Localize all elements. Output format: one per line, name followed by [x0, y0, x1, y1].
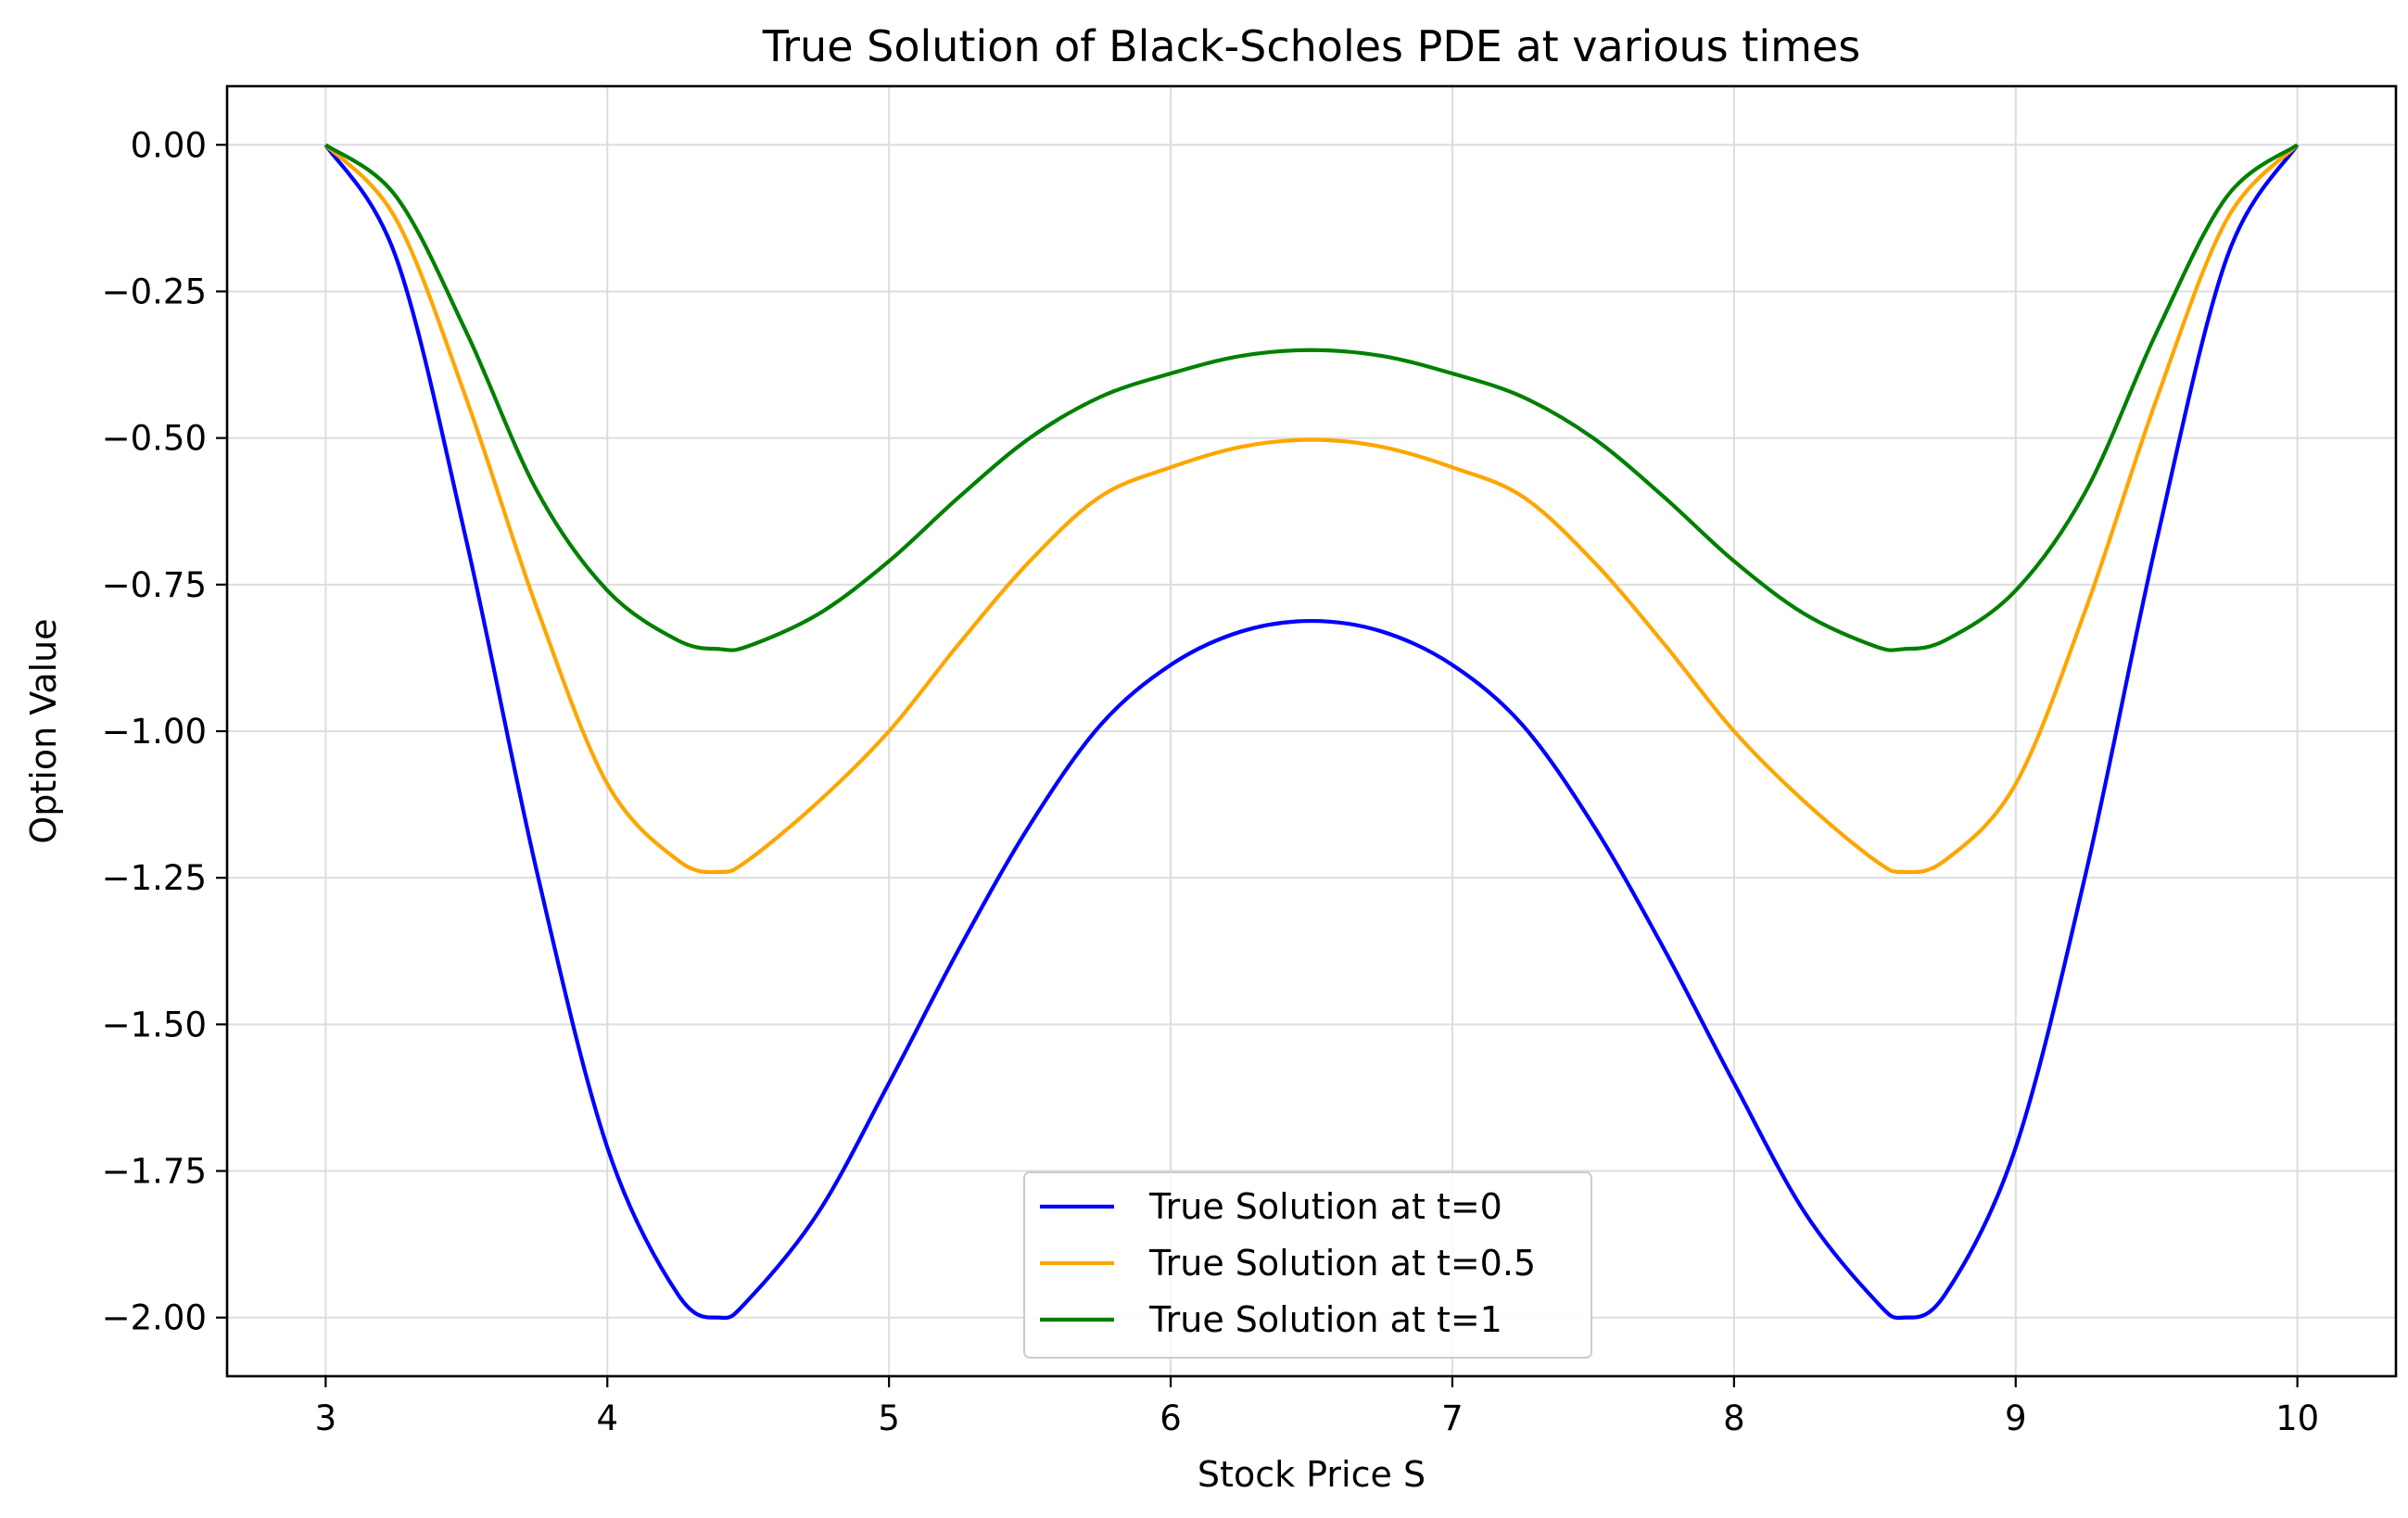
axis-ticks: 3 4 5 6 7 8 9 10 0.00 −0.25 −0.50 −0.75 −1.00 −1.25 −1… — [102, 125, 2320, 1438]
x-tick-label: 4 — [596, 1398, 618, 1438]
x-tick-label: 10 — [2275, 1398, 2319, 1438]
legend-label: True Solution at t=1 — [1148, 1299, 1502, 1340]
legend-label: True Solution at t=0.5 — [1148, 1243, 1536, 1284]
y-tick-label: −1.00 — [102, 712, 207, 752]
legend: True Solution at t=0 True Solution at t=0… — [1023, 1171, 1592, 1359]
y-tick-label: −0.25 — [102, 272, 207, 311]
legend-box — [1023, 1171, 1592, 1359]
series-line-1 — [323, 144, 2300, 1321]
y-tick-label: −1.25 — [102, 858, 207, 898]
legend-label: True Solution at t=0 — [1148, 1186, 1502, 1227]
y-tick-label: −1.75 — [102, 1152, 207, 1192]
series-lines — [323, 143, 2300, 1321]
x-axis-label: Stock Price S — [1198, 1454, 1426, 1495]
y-tick-label: 0.00 — [131, 125, 207, 165]
y-tick-label: −0.50 — [102, 419, 207, 459]
x-tick-label: 6 — [1160, 1398, 1182, 1438]
y-tick-label: −1.50 — [102, 1005, 207, 1044]
y-axis-label: Option Value — [23, 618, 64, 843]
series-line-2 — [323, 143, 2300, 875]
y-tick-label: −0.75 — [102, 565, 207, 605]
series-line-3 — [324, 143, 2299, 652]
y-tick-label: −2.00 — [102, 1298, 207, 1338]
x-tick-label: 7 — [1441, 1398, 1464, 1438]
x-tick-label: 3 — [315, 1398, 337, 1438]
chart-title: True Solution of Black-Scholes PDE at va… — [762, 21, 1860, 71]
x-tick-label: 5 — [878, 1398, 900, 1438]
x-tick-label: 9 — [2005, 1398, 2027, 1438]
x-tick-label: 8 — [1723, 1398, 1745, 1438]
